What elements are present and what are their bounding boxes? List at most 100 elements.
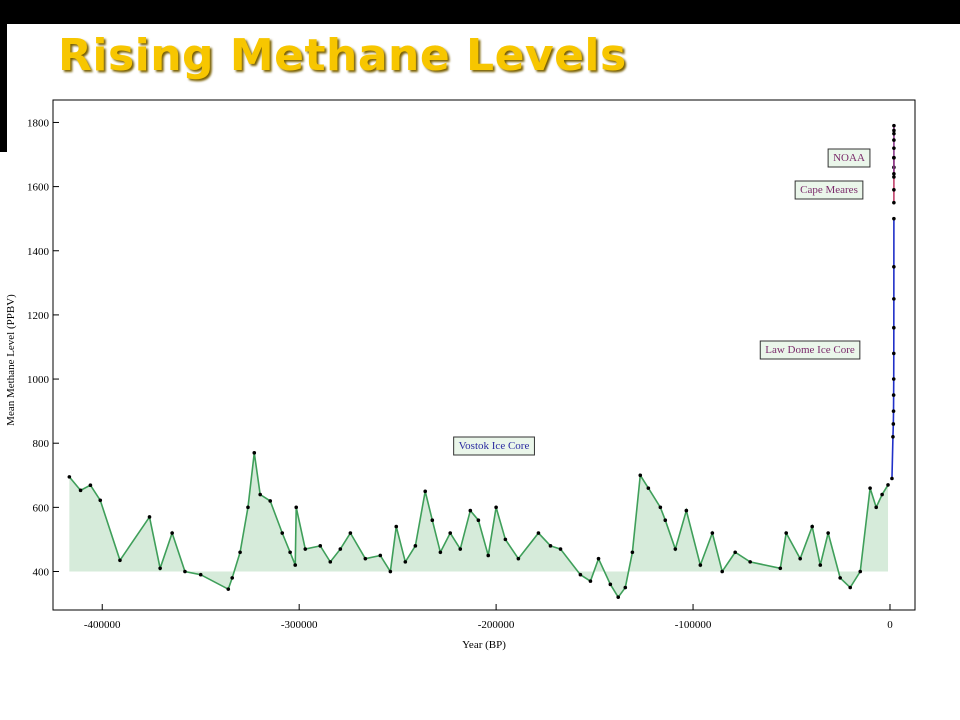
data-point xyxy=(886,483,890,487)
top-bar xyxy=(0,0,960,24)
data-point xyxy=(98,498,103,503)
data-point xyxy=(658,505,663,510)
y-tick-label: 1200 xyxy=(27,310,50,322)
x-tick-label: -100000 xyxy=(675,619,712,631)
data-point xyxy=(158,566,162,571)
x-tick-label: -400000 xyxy=(84,619,121,631)
y-tick-label: 1800 xyxy=(27,117,50,129)
data-point xyxy=(710,531,715,535)
data-point xyxy=(638,473,643,478)
data-point xyxy=(858,569,863,574)
series-label: Law Dome Ice Core xyxy=(765,344,855,356)
data-point xyxy=(578,572,583,577)
data-point xyxy=(868,486,872,490)
data-point xyxy=(778,566,783,571)
data-point xyxy=(252,451,257,455)
data-point xyxy=(892,131,896,136)
data-point xyxy=(67,475,72,479)
y-axis-label: Mean Methane Level (PPBV) xyxy=(5,294,17,426)
y-tick-label: 1600 xyxy=(27,182,50,194)
data-point xyxy=(891,422,896,426)
data-point xyxy=(892,175,896,179)
label-box xyxy=(453,436,535,456)
data-point xyxy=(348,531,353,535)
data-point xyxy=(663,518,668,522)
data-point xyxy=(892,171,896,176)
data-point xyxy=(448,531,453,535)
data-point xyxy=(303,547,308,551)
data-point xyxy=(318,544,323,548)
data-point xyxy=(892,200,896,205)
data-point xyxy=(388,569,393,574)
data-point xyxy=(616,595,621,599)
data-point xyxy=(892,128,896,133)
data-point xyxy=(88,483,93,488)
data-point xyxy=(423,489,428,494)
data-point xyxy=(413,544,418,548)
data-point xyxy=(536,531,541,535)
data-point xyxy=(170,531,174,535)
data-point xyxy=(494,505,498,510)
data-point xyxy=(288,550,292,555)
data-point xyxy=(891,434,895,439)
data-point xyxy=(646,486,651,490)
data-point xyxy=(784,531,789,535)
data-point xyxy=(280,531,285,535)
y-tick-label: 600 xyxy=(33,502,50,514)
data-point xyxy=(673,547,678,551)
data-point xyxy=(430,518,435,522)
data-point xyxy=(733,550,737,555)
data-point xyxy=(890,476,894,481)
data-point xyxy=(608,582,613,587)
data-point xyxy=(891,409,896,413)
y-tick-label: 400 xyxy=(33,567,50,579)
data-point xyxy=(891,393,896,397)
series-line xyxy=(891,218,895,479)
data-point xyxy=(183,569,187,574)
data-point xyxy=(78,488,83,493)
data-point xyxy=(818,563,823,567)
data-point xyxy=(892,138,896,142)
data-point xyxy=(558,547,563,551)
data-point xyxy=(246,505,250,510)
data-point xyxy=(394,524,399,529)
data-point xyxy=(118,558,122,563)
x-tick-label: -300000 xyxy=(281,619,318,631)
data-point xyxy=(378,553,383,558)
data-point xyxy=(623,585,628,590)
data-point xyxy=(892,297,896,301)
data-point xyxy=(230,576,235,580)
data-point xyxy=(403,560,408,564)
x-tick-label: 0 xyxy=(887,619,893,631)
data-point xyxy=(826,531,830,535)
area-fill xyxy=(69,452,889,598)
data-point xyxy=(720,569,724,574)
data-point xyxy=(891,377,896,381)
data-point xyxy=(588,579,593,583)
data-point xyxy=(892,188,896,192)
data-point xyxy=(892,123,896,128)
data-point xyxy=(476,518,481,522)
data-point xyxy=(363,556,368,561)
data-point xyxy=(198,572,203,577)
x-axis-label: Year (BP) xyxy=(462,639,506,651)
data-point xyxy=(548,544,553,548)
data-point xyxy=(226,587,231,591)
label-box xyxy=(794,180,864,200)
data-point xyxy=(630,550,635,555)
data-point xyxy=(294,505,299,510)
data-point xyxy=(458,547,463,551)
y-tick-label: 800 xyxy=(33,438,50,450)
data-point xyxy=(268,499,273,503)
data-point xyxy=(892,264,896,269)
data-point xyxy=(892,216,896,221)
data-point xyxy=(438,550,443,555)
series-label: NOAA xyxy=(833,152,865,164)
data-point xyxy=(596,556,601,561)
series-label: Cape Meares xyxy=(800,184,858,196)
data-point xyxy=(338,547,343,551)
label-box xyxy=(759,340,861,360)
data-point xyxy=(684,508,689,513)
